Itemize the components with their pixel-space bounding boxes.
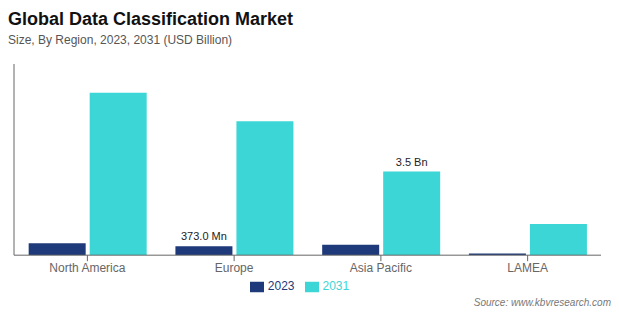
html-text:Global Data Classification Mar: Global Data Classification Market bbox=[8, 9, 294, 29]
svg-text:Asia Pacific: Asia Pacific bbox=[350, 261, 412, 275]
html-text:2023: 2023 bbox=[267, 279, 295, 294]
html-text:2031: 2031 bbox=[322, 279, 350, 294]
svg-text:373.0 Mn: 373.0 Mn bbox=[181, 230, 227, 242]
svg-text:LAMEA: LAMEA bbox=[507, 261, 548, 275]
svg-text:3.5 Bn: 3.5 Bn bbox=[396, 156, 428, 168]
html-text:Source: www.kbvresearch.com: Source: www.kbvresearch.com bbox=[473, 297, 611, 308]
svg-text:Europe: Europe bbox=[215, 261, 254, 275]
svg-text:North America: North America bbox=[49, 261, 125, 275]
html-text:Size, By Region, 2023, 2031 (U: Size, By Region, 2023, 2031 (USD Billion… bbox=[8, 33, 233, 47]
